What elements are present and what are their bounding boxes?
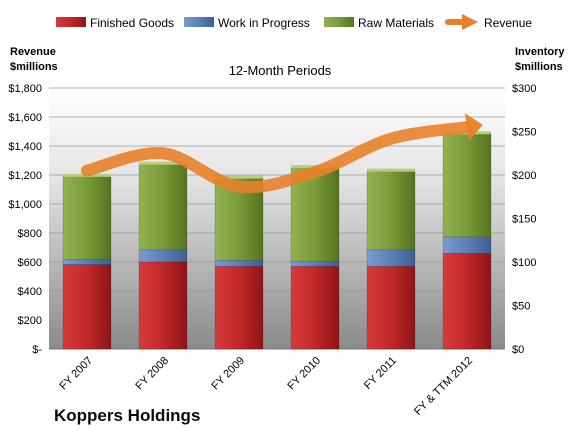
bar-work-in-progress <box>62 259 112 265</box>
x-tick-label: FY 2010 <box>285 355 323 393</box>
bar-work-in-progress <box>214 259 264 267</box>
bar-top-cap <box>215 175 263 179</box>
left-tick-label: $1,200 <box>8 170 42 182</box>
revenue-arrowhead <box>464 113 483 141</box>
chart-title: 12-Month Periods <box>229 63 332 78</box>
right-tick-label: $50 <box>512 301 530 313</box>
legend-revenue-arrowhead <box>462 14 478 30</box>
bar-top-cap <box>367 168 415 172</box>
right-tick-label: $0 <box>512 344 524 356</box>
right-tick-label: $200 <box>512 170 536 182</box>
x-tick-label: FY 2011 <box>362 355 399 392</box>
legend-label-finished-goods: Finished Goods <box>90 16 174 30</box>
bar-work-in-progress <box>366 249 416 267</box>
bar-finished-goods <box>366 266 416 350</box>
bar-raw-materials <box>366 170 416 251</box>
x-tick-label: FY 2008 <box>133 355 171 393</box>
x-tick-label: FY & TTM 2012 <box>412 355 475 418</box>
legend-swatch-finished-goods <box>56 17 86 27</box>
revenue-line-layer <box>81 113 483 194</box>
bar-finished-goods <box>62 264 112 350</box>
bar-finished-goods <box>138 261 188 350</box>
right-axis-title-line2: $millions <box>515 61 563 73</box>
left-tick-label: $1,600 <box>8 112 42 124</box>
gridlines <box>49 87 505 350</box>
legend: Finished Goods Work in Progress Raw Mate… <box>56 14 532 30</box>
legend-label-revenue: Revenue <box>484 16 532 30</box>
left-tick-label: $1,000 <box>8 199 42 211</box>
bar-top-cap <box>139 161 187 165</box>
bar-raw-materials <box>62 175 112 260</box>
bar-work-in-progress <box>290 260 340 267</box>
bar-work-in-progress <box>138 249 188 263</box>
bar-finished-goods <box>442 253 492 350</box>
bar-work-in-progress <box>442 236 492 254</box>
left-tick-label: $200 <box>18 315 42 327</box>
x-tick-label: FY 2007 <box>57 355 95 393</box>
bar-finished-goods <box>214 266 264 350</box>
left-tick-label: $- <box>32 344 42 356</box>
bar-finished-goods <box>290 266 340 350</box>
right-tick-label: $250 <box>512 127 536 139</box>
revenue-line <box>81 121 473 194</box>
left-axis-title-line2: $millions <box>10 61 58 73</box>
left-tick-label: $800 <box>18 228 42 240</box>
left-tick-label: $400 <box>18 286 42 298</box>
company-name: Koppers Holdings <box>54 406 200 425</box>
legend-swatch-work-in-progress <box>184 17 214 27</box>
right-tick-label: $100 <box>512 257 536 269</box>
x-tick-label: FY 2009 <box>209 355 247 393</box>
left-tick-label: $1,400 <box>8 141 42 153</box>
bar-raw-materials <box>138 163 188 251</box>
left-axis-ticks: $- $200 $400 $600 $800 $1,000 $1,200 $1,400 $1,6… <box>8 83 42 356</box>
right-tick-label: $300 <box>512 83 536 95</box>
left-tick-label: $600 <box>18 257 42 269</box>
bar-raw-materials <box>442 132 492 238</box>
right-axis-ticks: $0 $50 $100 $150 $200 $250 $300 <box>512 83 536 356</box>
right-axis-title-line1: Inventory <box>515 46 565 58</box>
legend-swatch-raw-materials <box>324 17 354 27</box>
left-tick-label: $1,800 <box>8 83 42 95</box>
left-axis-title-line1: Revenue <box>10 46 56 58</box>
legend-label-raw-materials: Raw Materials <box>358 16 434 30</box>
legend-label-work-in-progress: Work in Progress <box>218 16 310 30</box>
right-tick-label: $150 <box>512 214 536 226</box>
